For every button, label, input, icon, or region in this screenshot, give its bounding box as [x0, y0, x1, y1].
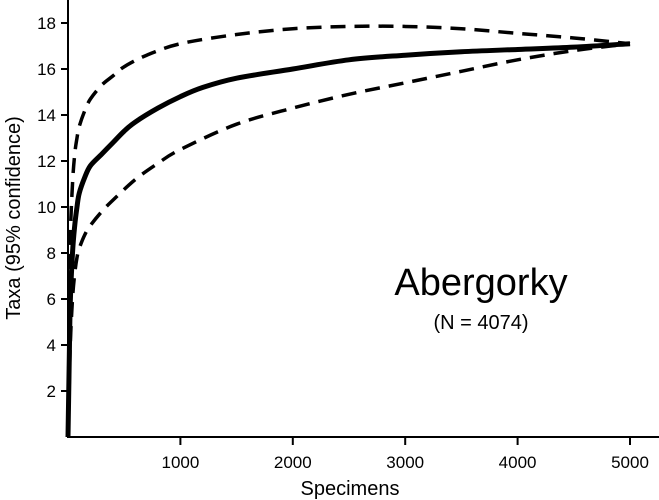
- y-tick-label: 14: [37, 106, 56, 125]
- x-tick-label: 5000: [611, 453, 649, 472]
- y-tick-label: 4: [47, 336, 56, 355]
- x-tick-label: 2000: [274, 453, 312, 472]
- x-tick-label: 1000: [161, 453, 199, 472]
- y-tick-label: 16: [37, 60, 56, 79]
- y-tick-label: 2: [47, 382, 56, 401]
- y-tick-label: 10: [37, 198, 56, 217]
- y-tick-label: 12: [37, 152, 56, 171]
- y-axis-title: Taxa (95% confidence): [3, 116, 25, 319]
- upper-confidence-line: [66, 24, 631, 438]
- lower-confidence-line: [66, 41, 631, 438]
- x-axis-title: Specimens: [301, 478, 400, 500]
- y-tick-label: 18: [37, 14, 56, 33]
- plot-lines: [65, 24, 631, 438]
- annotation-title: Abergorky: [394, 262, 567, 304]
- y-tick-label: 8: [47, 244, 56, 263]
- x-tick-label: 4000: [499, 453, 537, 472]
- ticks: 2 4 6 8 10 12 14 16 18 1000 2000 3000 4000 5000: [37, 14, 649, 472]
- annotation-subtitle: (N = 4074): [433, 312, 528, 334]
- y-tick-label: 6: [47, 290, 56, 309]
- axes: [67, 0, 659, 438]
- rarefaction-curve: [65, 41, 631, 438]
- x-tick-label: 3000: [386, 453, 424, 472]
